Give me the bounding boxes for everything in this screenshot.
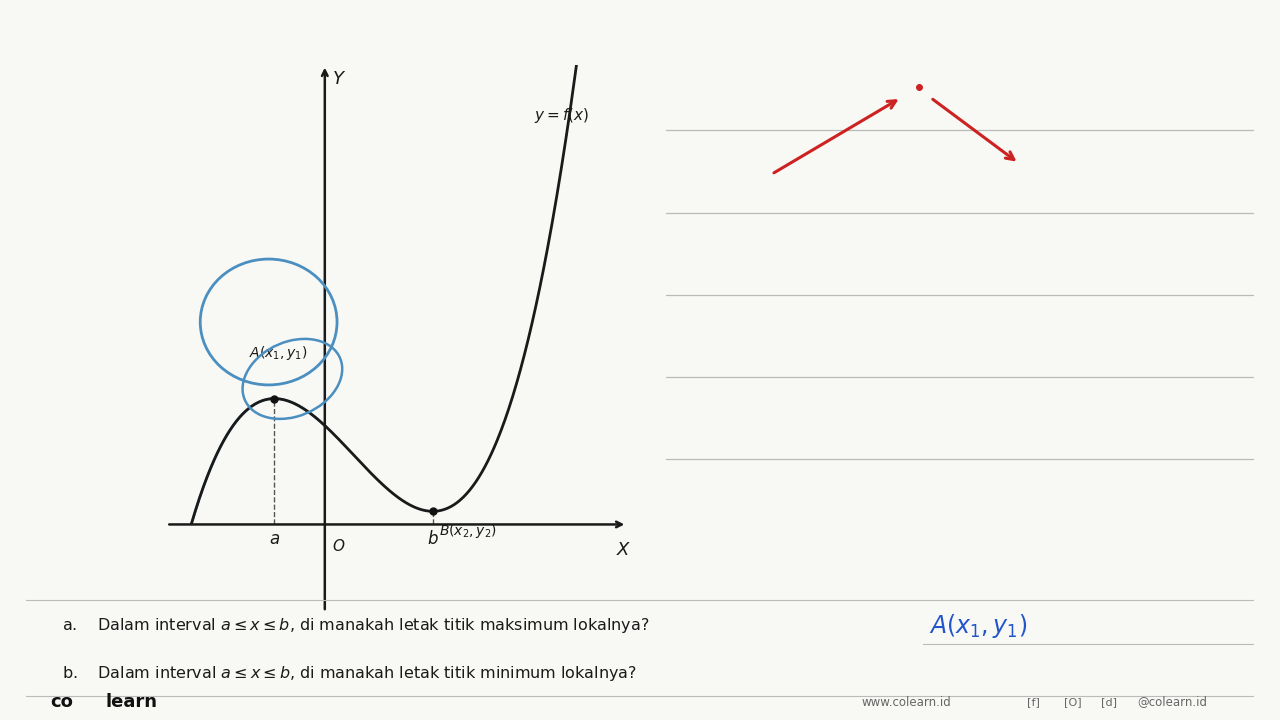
- Text: $A(x_1, y_1)$: $A(x_1, y_1)$: [250, 344, 307, 362]
- Text: $A(x_1, y_1)$: $A(x_1, y_1)$: [929, 612, 1027, 640]
- Text: $Y$: $Y$: [332, 71, 346, 89]
- Text: $a$: $a$: [269, 530, 280, 548]
- Text: www.colearn.id: www.colearn.id: [861, 696, 951, 708]
- Text: [f]: [f]: [1027, 697, 1039, 707]
- Text: learn: learn: [105, 693, 157, 711]
- Text: $y = f(x)$: $y = f(x)$: [534, 106, 589, 125]
- Text: [d]: [d]: [1101, 697, 1117, 707]
- Text: $X$: $X$: [616, 541, 631, 559]
- Text: $b$: $b$: [428, 530, 439, 548]
- Text: b.    Dalam interval $a \leq x \leq b$, di manakah letak titik minimum lokalnya?: b. Dalam interval $a \leq x \leq b$, di …: [63, 664, 637, 683]
- Text: co: co: [50, 693, 73, 711]
- Text: $B(x_2, y_2)$: $B(x_2, y_2)$: [439, 523, 497, 541]
- Text: a.    Dalam interval $a \leq x \leq b$, di manakah letak titik maksimum lokalnya: a. Dalam interval $a \leq x \leq b$, di …: [63, 616, 650, 635]
- Text: $O$: $O$: [332, 538, 346, 554]
- Text: @colearn.id: @colearn.id: [1138, 696, 1207, 708]
- Text: [O]: [O]: [1064, 697, 1082, 707]
